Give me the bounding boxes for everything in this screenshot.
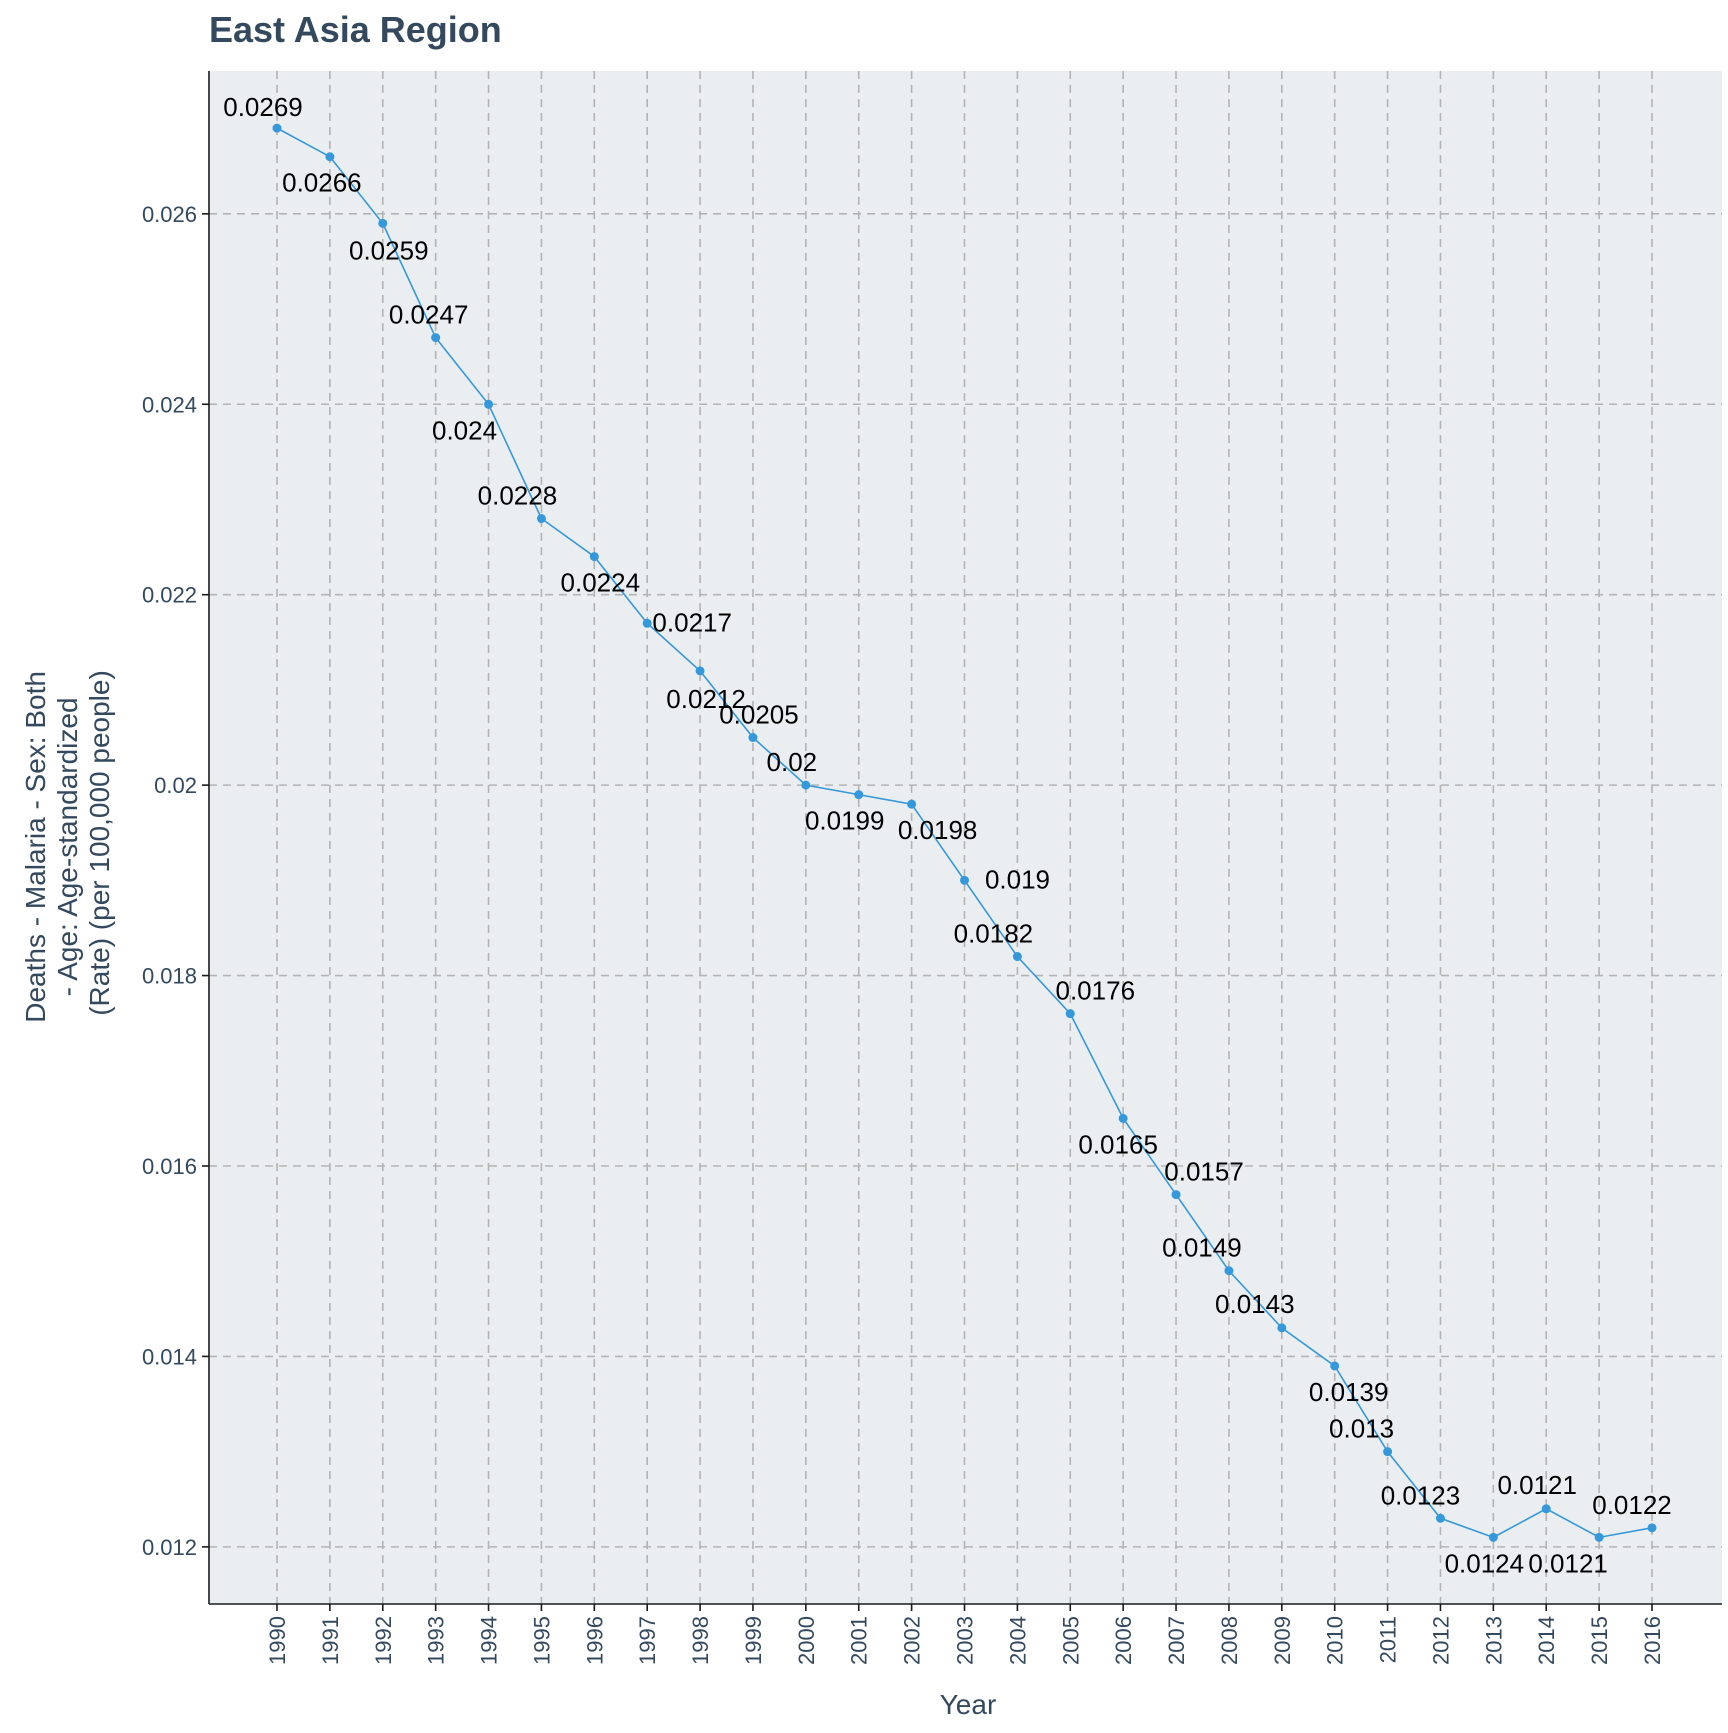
x-tick-label: 2014 bbox=[1534, 1616, 1559, 1665]
y-tick-label: 0.016 bbox=[142, 1154, 197, 1179]
data-label: 0.0121 bbox=[1528, 1548, 1608, 1578]
x-axis-title: Year bbox=[940, 1689, 997, 1720]
x-tick-label: 2009 bbox=[1270, 1616, 1295, 1665]
data-point bbox=[748, 733, 758, 743]
y-axis-title-line-3: (Rate) (per 100,000 people) bbox=[84, 670, 115, 1016]
data-point bbox=[1383, 1447, 1393, 1457]
data-point bbox=[1488, 1532, 1498, 1542]
x-tick-label: 2005 bbox=[1058, 1616, 1083, 1665]
y-tick-label: 0.026 bbox=[142, 202, 197, 227]
data-point bbox=[272, 123, 282, 133]
x-tick-label: 2001 bbox=[847, 1616, 872, 1665]
data-point bbox=[695, 666, 705, 676]
plot-panel bbox=[209, 71, 1722, 1604]
data-label: 0.0121 bbox=[1497, 1470, 1577, 1500]
data-label: 0.0122 bbox=[1592, 1490, 1672, 1520]
data-label: 0.0266 bbox=[282, 168, 362, 198]
x-tick-label: 1994 bbox=[477, 1616, 502, 1665]
data-label: 0.0217 bbox=[652, 607, 732, 637]
data-point bbox=[378, 218, 388, 228]
data-point bbox=[1171, 1190, 1181, 1200]
x-tick-label: 2003 bbox=[953, 1616, 978, 1665]
data-label: 0.0199 bbox=[805, 806, 885, 836]
data-point bbox=[907, 799, 917, 809]
data-point bbox=[1594, 1532, 1604, 1542]
data-label: 0.0182 bbox=[954, 919, 1034, 949]
x-tick-label: 2004 bbox=[1005, 1616, 1030, 1665]
y-tick-label: 0.024 bbox=[142, 392, 197, 417]
x-tick-label: 1996 bbox=[582, 1616, 607, 1665]
data-point bbox=[431, 333, 441, 343]
y-axis-title: Deaths - Malaria - Sex: Both - Age: Age-… bbox=[20, 663, 115, 1022]
data-point bbox=[1647, 1523, 1657, 1533]
data-label: 0.0228 bbox=[478, 481, 558, 511]
x-tick-label: 2008 bbox=[1217, 1616, 1242, 1665]
x-tick-label: 1992 bbox=[371, 1616, 396, 1665]
data-point bbox=[1012, 952, 1022, 962]
data-point bbox=[484, 399, 494, 409]
data-point bbox=[854, 790, 864, 800]
data-point bbox=[1224, 1266, 1234, 1276]
data-label: 0.02 bbox=[767, 747, 818, 777]
data-point bbox=[1065, 1009, 1075, 1019]
x-tick-label: 1998 bbox=[688, 1616, 713, 1665]
data-point bbox=[536, 514, 546, 524]
data-point bbox=[801, 780, 811, 790]
x-tick-label: 2011 bbox=[1376, 1616, 1401, 1663]
data-label: 0.0259 bbox=[349, 235, 429, 265]
data-label: 0.019 bbox=[985, 864, 1050, 894]
data-point bbox=[1330, 1361, 1340, 1371]
y-axis-title-line-1: Deaths - Malaria - Sex: Both bbox=[20, 671, 51, 1023]
y-tick-label: 0.018 bbox=[142, 964, 197, 989]
data-label: 0.0149 bbox=[1162, 1233, 1242, 1263]
data-point bbox=[325, 152, 335, 162]
x-tick-label: 2010 bbox=[1323, 1616, 1348, 1665]
data-label: 0.0165 bbox=[1078, 1129, 1158, 1159]
x-tick-label: 2013 bbox=[1481, 1616, 1506, 1665]
x-tick-label: 1991 bbox=[318, 1616, 343, 1665]
x-tick-label: 2006 bbox=[1111, 1616, 1136, 1665]
y-tick-label: 0.02 bbox=[154, 773, 197, 798]
x-tick-label: 2016 bbox=[1640, 1616, 1665, 1665]
x-tick-label: 1997 bbox=[635, 1616, 660, 1665]
data-label: 0.0176 bbox=[1056, 976, 1136, 1006]
y-tick-label: 0.022 bbox=[142, 583, 197, 608]
data-label: 0.0269 bbox=[223, 92, 303, 122]
data-label: 0.013 bbox=[1329, 1414, 1394, 1444]
data-point bbox=[1118, 1113, 1128, 1123]
data-label: 0.0143 bbox=[1215, 1289, 1295, 1319]
data-label: 0.0124 bbox=[1445, 1548, 1525, 1578]
x-tick-label: 1999 bbox=[741, 1616, 766, 1665]
chart-title: East Asia Region bbox=[209, 9, 502, 50]
data-point bbox=[1435, 1513, 1445, 1523]
data-label: 0.0212 bbox=[666, 684, 746, 714]
x-tick-label: 2002 bbox=[900, 1616, 925, 1665]
data-label: 0.0157 bbox=[1164, 1157, 1244, 1187]
x-tick-label: 2015 bbox=[1587, 1616, 1612, 1665]
data-point bbox=[1277, 1323, 1287, 1333]
y-axis-title-line-2: - Age: Age-standardized bbox=[52, 697, 83, 996]
data-label: 0.0198 bbox=[898, 815, 978, 845]
data-point bbox=[1541, 1504, 1551, 1514]
data-label: 0.0205 bbox=[719, 700, 799, 730]
x-tick-label: 1995 bbox=[529, 1616, 554, 1665]
data-label: 0.024 bbox=[432, 415, 497, 445]
x-tick-label: 2012 bbox=[1428, 1616, 1453, 1665]
data-label: 0.0139 bbox=[1309, 1377, 1389, 1407]
x-tick-label: 2000 bbox=[794, 1616, 819, 1665]
x-tick-label: 1990 bbox=[265, 1616, 290, 1665]
x-tick-label: 1993 bbox=[424, 1616, 449, 1665]
data-point bbox=[589, 552, 599, 562]
data-point bbox=[642, 618, 652, 628]
data-label: 0.0123 bbox=[1381, 1480, 1461, 1510]
x-tick-label: 2007 bbox=[1164, 1616, 1189, 1665]
data-label: 0.0224 bbox=[561, 568, 641, 598]
data-point bbox=[960, 875, 969, 885]
y-tick-label: 0.012 bbox=[142, 1535, 197, 1560]
y-tick-label: 0.014 bbox=[142, 1344, 197, 1369]
data-label: 0.0247 bbox=[389, 300, 469, 330]
